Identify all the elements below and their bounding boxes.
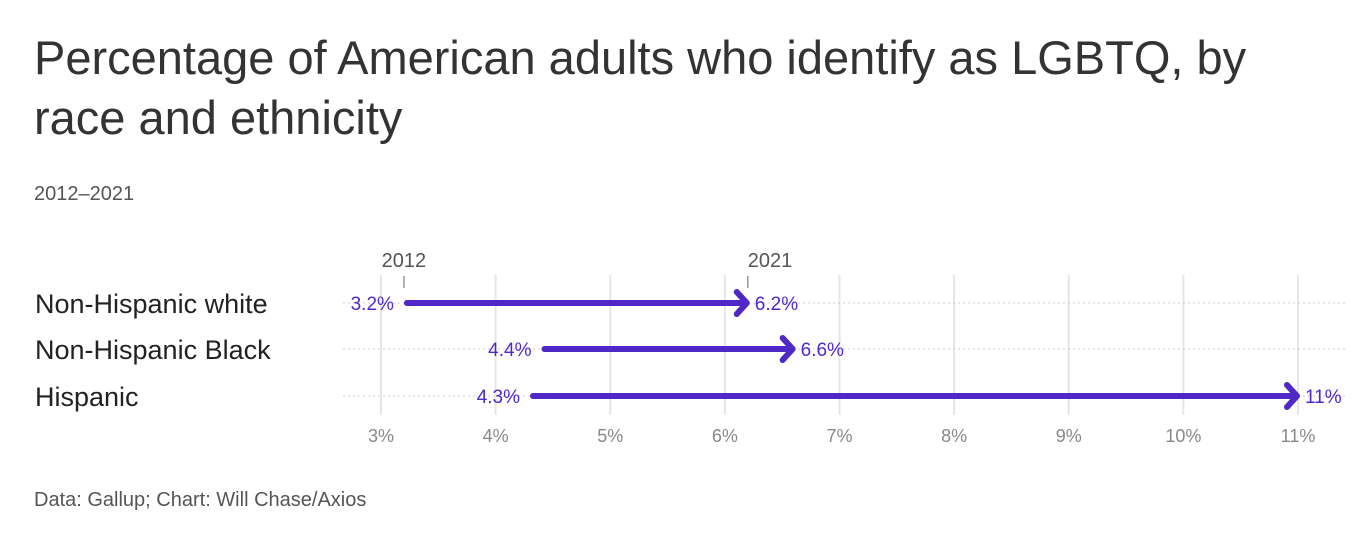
year-label: 2021	[748, 250, 793, 272]
end-value-label: 11%	[1305, 387, 1342, 408]
category-label: Non-Hispanic white	[35, 289, 268, 319]
start-value-label: 4.4%	[488, 340, 531, 361]
start-value-label: 3.2%	[351, 294, 394, 315]
x-tick-label: 11%	[1281, 426, 1316, 446]
x-tick-label: 6%	[712, 426, 738, 446]
x-tick-label: 3%	[368, 426, 394, 446]
category-label: Hispanic	[35, 382, 139, 412]
year-label: 2012	[382, 250, 427, 272]
x-tick-label: 4%	[483, 426, 509, 446]
x-tick-label: 5%	[597, 426, 623, 446]
x-tick-label: 7%	[826, 426, 852, 446]
end-value-label: 6.6%	[801, 340, 844, 361]
start-value-label: 4.3%	[477, 387, 520, 408]
end-value-label: 6.2%	[755, 294, 798, 315]
chart-subtitle: 2012–2021	[34, 183, 135, 205]
source-note: Data: Gallup; Chart: Will Chase/Axios	[34, 489, 367, 511]
x-tick-label: 8%	[941, 426, 967, 446]
x-tick-label: 10%	[1165, 426, 1201, 446]
chart: 3% 4% 5% 6% 7% 8% 9% 10% 11% Non-Hispanic white 3.…	[35, 250, 1345, 446]
chart-title: Percentage of American adults who identi…	[34, 31, 1247, 144]
x-tick-label: 9%	[1056, 426, 1082, 446]
arrow-head	[779, 335, 796, 363]
arrow-head	[1284, 382, 1300, 410]
category-label: Non-Hispanic Black	[35, 335, 271, 365]
arrow-head	[733, 289, 750, 317]
